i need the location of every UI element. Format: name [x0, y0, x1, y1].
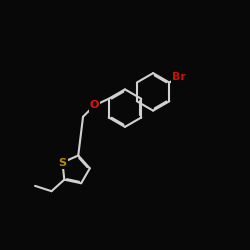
Text: O: O	[90, 100, 99, 110]
Text: S: S	[58, 158, 66, 168]
Text: Br: Br	[172, 72, 186, 82]
